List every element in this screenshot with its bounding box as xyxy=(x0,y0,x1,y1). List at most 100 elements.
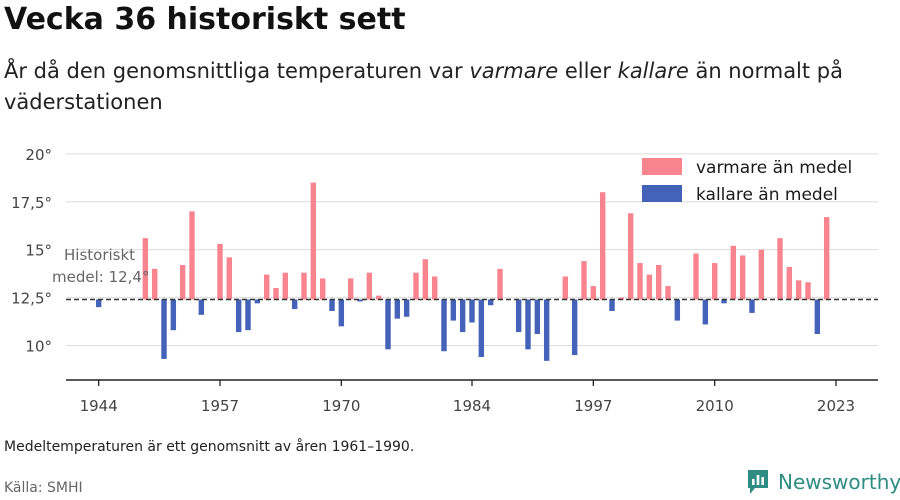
bar-colder xyxy=(525,299,531,350)
bar-warmer xyxy=(795,280,802,300)
bar-colder xyxy=(478,299,485,357)
page-title: Vecka 36 historiskt sett xyxy=(4,2,406,37)
bar-colder xyxy=(441,299,447,352)
legend-swatch-colder xyxy=(642,185,682,202)
bar-warmer xyxy=(693,253,699,300)
bar-colder xyxy=(702,299,709,325)
bar-warmer xyxy=(226,257,233,300)
subtitle-warm-word: varmare xyxy=(469,59,559,83)
bar-warmer xyxy=(431,276,438,300)
legend-swatch-warmer xyxy=(642,158,682,175)
bar-warmer xyxy=(282,272,289,300)
x-tick-label: 1957 xyxy=(201,397,239,415)
bar-warmer xyxy=(823,217,830,300)
bar-warmer xyxy=(655,265,662,300)
bar-colder xyxy=(609,299,615,311)
subtitle-start: År då den genomsnittliga temperaturen va… xyxy=(4,59,470,83)
bar-warmer xyxy=(618,297,625,300)
bar-colder xyxy=(515,299,522,333)
bar-colder xyxy=(329,299,335,311)
bar-colder xyxy=(338,299,345,327)
bar-warmer xyxy=(151,268,158,300)
bar-colder xyxy=(394,299,401,319)
bar-colder xyxy=(254,299,261,304)
bar-colder xyxy=(571,299,578,356)
bar-colder xyxy=(403,299,410,317)
bar-colder xyxy=(814,299,821,334)
bar-warmer xyxy=(217,243,223,300)
bar-warmer xyxy=(637,263,643,300)
y-tick-label: 15° xyxy=(25,242,52,260)
bar-colder xyxy=(161,299,167,359)
chart-subtitle: År då den genomsnittliga temperaturen va… xyxy=(4,56,864,118)
bar-colder xyxy=(357,299,363,302)
legend-label-colder: kallare än medel xyxy=(696,185,838,205)
bar-warmer xyxy=(646,274,653,300)
bar-warmer xyxy=(562,276,569,300)
bar-colder xyxy=(235,299,242,333)
x-tick-label: 1944 xyxy=(80,397,118,415)
subtitle-cold-word: kallare xyxy=(617,59,689,83)
bar-warmer xyxy=(777,238,783,300)
x-tick-label: 1984 xyxy=(453,397,491,415)
bar-colder xyxy=(543,299,550,361)
bar-warmer xyxy=(142,238,149,300)
legend-label-warmer: varmare än medel xyxy=(696,158,852,178)
bar-colder xyxy=(170,299,177,331)
x-tick-label: 2023 xyxy=(817,397,855,415)
annotation-line-2: medel: 12,4° xyxy=(52,268,149,286)
subtitle-middle: eller xyxy=(558,59,618,83)
bar-warmer xyxy=(711,263,718,300)
bar-warmer xyxy=(375,295,382,300)
bar-colder xyxy=(198,299,205,315)
bar-warmer xyxy=(627,213,634,300)
bar-warmer xyxy=(347,278,354,300)
subtitle-end: än normalt på väderstationen xyxy=(4,59,843,114)
bar-colder xyxy=(291,299,298,310)
bar-warmer xyxy=(189,211,195,300)
bar-warmer xyxy=(319,278,326,300)
bar-colder xyxy=(721,299,727,304)
newsworthy-logo-icon xyxy=(748,470,768,494)
bar-warmer xyxy=(665,286,671,300)
bar-warmer xyxy=(590,286,597,300)
footnote: Medeltemperaturen är ett genomsnitt av å… xyxy=(4,439,415,455)
annotation-line-1: Historiskt xyxy=(64,246,135,264)
x-tick-label: 1997 xyxy=(574,397,612,415)
bar-warmer xyxy=(497,268,503,300)
bar-warmer xyxy=(805,282,811,300)
x-tick-label: 1970 xyxy=(322,397,360,415)
bar-colder xyxy=(487,299,494,306)
bar-warmer xyxy=(581,261,587,300)
bar-warmer xyxy=(310,182,317,300)
bar-warmer xyxy=(758,249,765,300)
bar-warmer xyxy=(786,266,793,300)
bar-colder xyxy=(450,299,457,321)
bar-warmer xyxy=(730,245,737,300)
y-tick-label: 10° xyxy=(25,338,52,356)
bar-colder xyxy=(674,299,681,321)
bar-colder xyxy=(534,299,541,334)
bar-warmer xyxy=(422,259,429,300)
bar-colder xyxy=(459,299,466,333)
brand-logo: Newsworthy xyxy=(746,468,900,496)
bar-colder xyxy=(385,299,391,350)
bar-warmer xyxy=(179,265,186,300)
bar-warmer xyxy=(366,272,373,300)
brand-name: Newsworthy xyxy=(778,470,900,494)
bar-warmer xyxy=(263,274,270,300)
bar-colder xyxy=(245,299,251,331)
bar-warmer xyxy=(599,192,606,300)
bar-colder xyxy=(749,299,755,313)
bar-colder xyxy=(469,299,475,323)
source-credit: Källa: SMHI xyxy=(4,480,83,496)
y-tick-label: 17,5° xyxy=(11,194,52,212)
bar-warmer xyxy=(739,255,746,300)
bar-warmer xyxy=(301,272,307,300)
bar-warmer xyxy=(273,288,279,300)
bar-colder xyxy=(95,299,102,308)
y-tick-label: 20° xyxy=(25,146,52,164)
x-tick-label: 2010 xyxy=(696,397,734,415)
bar-warmer xyxy=(413,272,419,300)
